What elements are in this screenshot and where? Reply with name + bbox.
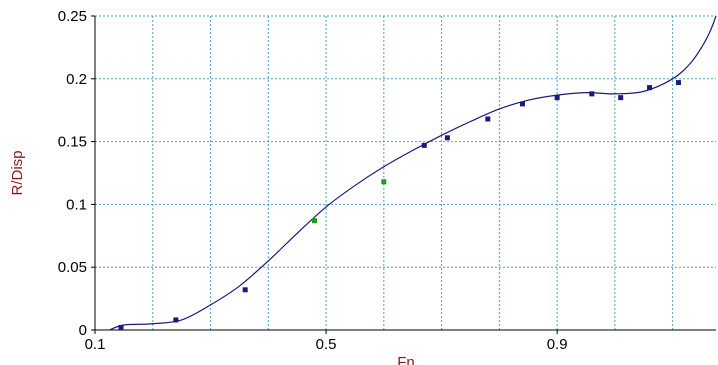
grid-lines: [95, 15, 716, 330]
x-tick-label: 0.5: [316, 336, 337, 353]
y-axis-title: R/Disp: [9, 150, 26, 195]
tick-labels: 0 0.05 0.1 0.15 0.2 0.25 0.1 0.5 0.9: [58, 8, 568, 353]
data-point: [675, 80, 681, 86]
y-tick-label: 0.25: [58, 8, 87, 25]
data-points: [118, 80, 681, 330]
data-point: [173, 317, 179, 323]
data-point: [618, 95, 624, 101]
data-point: [381, 179, 387, 185]
data-point: [242, 287, 248, 293]
data-point: [519, 101, 525, 107]
fitted-curve-line: [109, 15, 717, 331]
y-tick-label: 0.1: [66, 196, 87, 213]
x-tick-label: 0.9: [547, 336, 568, 353]
data-point: [647, 85, 653, 91]
data-point: [118, 324, 124, 330]
y-tick-label: 0.15: [58, 134, 87, 151]
data-point: [485, 116, 491, 122]
axes: [94, 16, 716, 331]
y-tick-label: 0: [79, 322, 87, 339]
data-point: [312, 218, 318, 224]
data-point: [421, 142, 427, 148]
data-point: [589, 91, 595, 97]
data-point: [444, 135, 450, 141]
x-tick-label: 0.1: [85, 336, 106, 353]
y-tick-label: 0.2: [66, 71, 87, 88]
fitted-curve: [109, 15, 717, 331]
x-axis-title: Fn: [397, 354, 415, 365]
data-point: [554, 95, 560, 101]
y-tick-label: 0.05: [58, 259, 87, 276]
